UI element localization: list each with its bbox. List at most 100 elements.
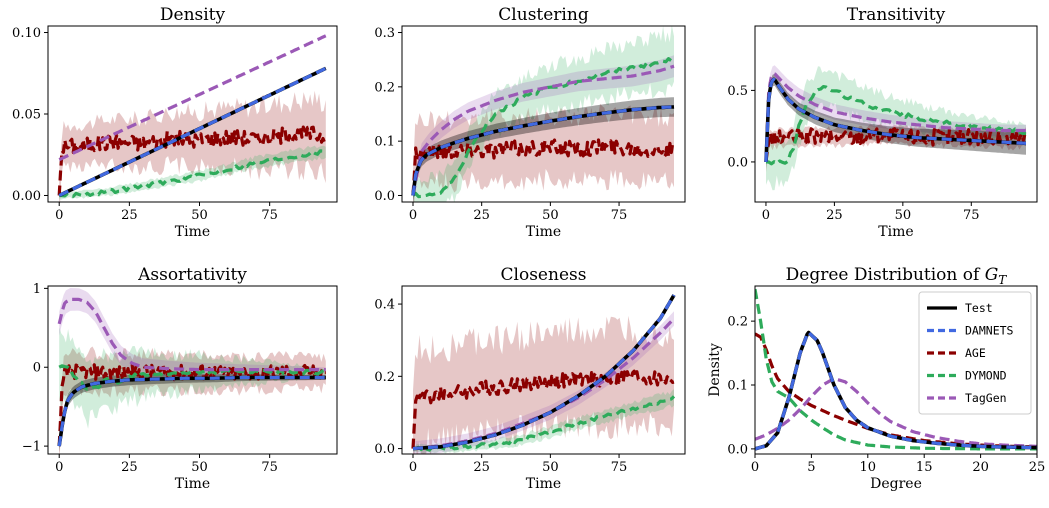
y-tick-label: 0.0 <box>374 189 395 204</box>
series-damnets <box>412 294 676 451</box>
series-dymond <box>412 57 675 199</box>
series-dymond <box>755 288 1037 451</box>
x-tick-label: 25 <box>121 208 138 223</box>
series-taggen <box>58 34 327 162</box>
y-tick-label: 0.1 <box>374 135 395 150</box>
plot-area <box>57 288 327 454</box>
series-test <box>57 375 327 447</box>
x-tick-label: 75 <box>261 208 278 223</box>
x-tick-label: 50 <box>542 208 559 223</box>
legend-label-damnets: DAMNETS <box>965 324 1014 338</box>
x-tick-label: 50 <box>895 208 912 223</box>
x-tick-label: 0 <box>762 208 770 223</box>
y-tick-label: 0.10 <box>12 26 41 41</box>
panel-closeness: 0 25 50 75 0.0 0.2 0.4 Closeness Time <box>374 265 686 492</box>
legend-label-age: AGE <box>965 346 986 360</box>
x-tick-label: 75 <box>261 460 278 475</box>
x-tick-label: 75 <box>611 460 628 475</box>
x-tick-label: 0 <box>55 460 63 475</box>
y-tick-label: 1 <box>33 282 41 297</box>
x-tick-label: 10 <box>860 460 877 475</box>
series-dymond <box>412 395 676 452</box>
chart-title: Closeness <box>501 265 587 285</box>
y-tick-label: 0.2 <box>727 315 748 330</box>
y-tick-label: 0.05 <box>12 108 41 123</box>
chart-title: Density <box>160 5 226 25</box>
series-age <box>411 138 675 196</box>
axes-frame <box>401 285 686 455</box>
series-taggen <box>57 297 326 372</box>
x-tick-label: 25 <box>1029 460 1046 475</box>
panel-clustering: 0 25 50 75 0.0 0.1 0.2 0.3 Clustering Time <box>374 5 686 240</box>
y-tick-label: 0.0 <box>727 442 748 457</box>
panel-transitivity: 0 25 50 75 0.0 0.5 Transitivity Time <box>727 5 1038 240</box>
x-tick-label: 25 <box>473 208 490 223</box>
axes-frame <box>47 285 338 455</box>
y-tick-label: 0.2 <box>374 80 395 95</box>
legend-label-dymond: DYMOND <box>965 369 1007 383</box>
x-tick-label: 50 <box>191 208 208 223</box>
plot-area <box>764 65 1027 191</box>
x-axis-label: Time <box>526 224 561 240</box>
plot-area <box>411 294 676 454</box>
series-damnets <box>58 66 327 197</box>
panel-density: 0 25 50 75 0.00 0.05 0.10 Density Time <box>12 5 338 240</box>
x-axis-label: Time <box>878 224 913 240</box>
x-tick-label: 0 <box>409 460 417 475</box>
band-age <box>413 315 674 454</box>
legend-label-test: Test <box>965 301 993 315</box>
y-tick-label: 0.00 <box>12 189 41 204</box>
x-axis-label: Time <box>175 476 210 492</box>
y-tick-label: 0.4 <box>374 298 395 313</box>
x-tick-label: 0 <box>409 208 417 223</box>
band-taggen <box>59 288 326 377</box>
x-tick-label: 0 <box>751 460 759 475</box>
x-tick-label: 15 <box>916 460 933 475</box>
band-test <box>59 373 326 453</box>
x-tick-label: 50 <box>542 460 559 475</box>
plot-area <box>755 288 1037 451</box>
band-age <box>413 103 674 202</box>
x-axis-label: Degree <box>870 476 922 492</box>
band-dymond <box>59 145 326 200</box>
chart-title: Transitivity <box>847 5 946 25</box>
legend: Test DAMNETS AGE DYMOND TagGen <box>918 291 1032 415</box>
y-tick-label: 0.0 <box>727 155 748 170</box>
y-tick-label: 0.1 <box>727 379 748 394</box>
plot-area <box>57 34 327 202</box>
x-tick-label: 25 <box>473 460 490 475</box>
y-tick-label: 0.5 <box>727 84 748 99</box>
series-taggen <box>764 72 1027 162</box>
axes-frame <box>401 25 686 203</box>
x-tick-label: 25 <box>826 208 843 223</box>
band-dymond <box>766 66 1026 191</box>
x-axis-label: Time <box>526 476 561 492</box>
panel-assortativity: 0 25 50 75 −1 0 1 Assortativity Time <box>22 265 338 492</box>
x-tick-label: 75 <box>963 208 980 223</box>
x-tick-label: 20 <box>972 460 989 475</box>
series-dymond <box>765 85 1027 166</box>
chart-title: Degree Distribution of GT <box>786 265 1008 287</box>
axes-frame <box>754 25 1038 203</box>
band-taggen <box>413 55 674 202</box>
axes-frame <box>754 285 1038 455</box>
y-tick-label: −1 <box>22 440 41 455</box>
panel-degree: 0 5 10 15 20 25 0.0 0.1 0.2 Degree Distribution o… <box>707 265 1045 492</box>
series-damnets <box>411 105 675 196</box>
x-tick-label: 50 <box>191 460 208 475</box>
y-axis-label: Density <box>707 343 723 397</box>
y-tick-label: 0.3 <box>374 26 395 41</box>
x-tick-label: 25 <box>121 460 138 475</box>
series-age <box>411 369 675 449</box>
y-tick-label: 0.0 <box>374 442 395 457</box>
y-tick-label: 0 <box>33 361 41 376</box>
series-taggen <box>755 377 1037 448</box>
legend-label-taggen: TagGen <box>965 391 1007 405</box>
series-damnets <box>755 330 1037 451</box>
band-taggen <box>413 311 674 454</box>
series-test <box>764 77 1027 162</box>
series-dymond <box>59 149 327 198</box>
x-tick-label: 5 <box>807 460 815 475</box>
x-tick-label: 75 <box>611 208 628 223</box>
